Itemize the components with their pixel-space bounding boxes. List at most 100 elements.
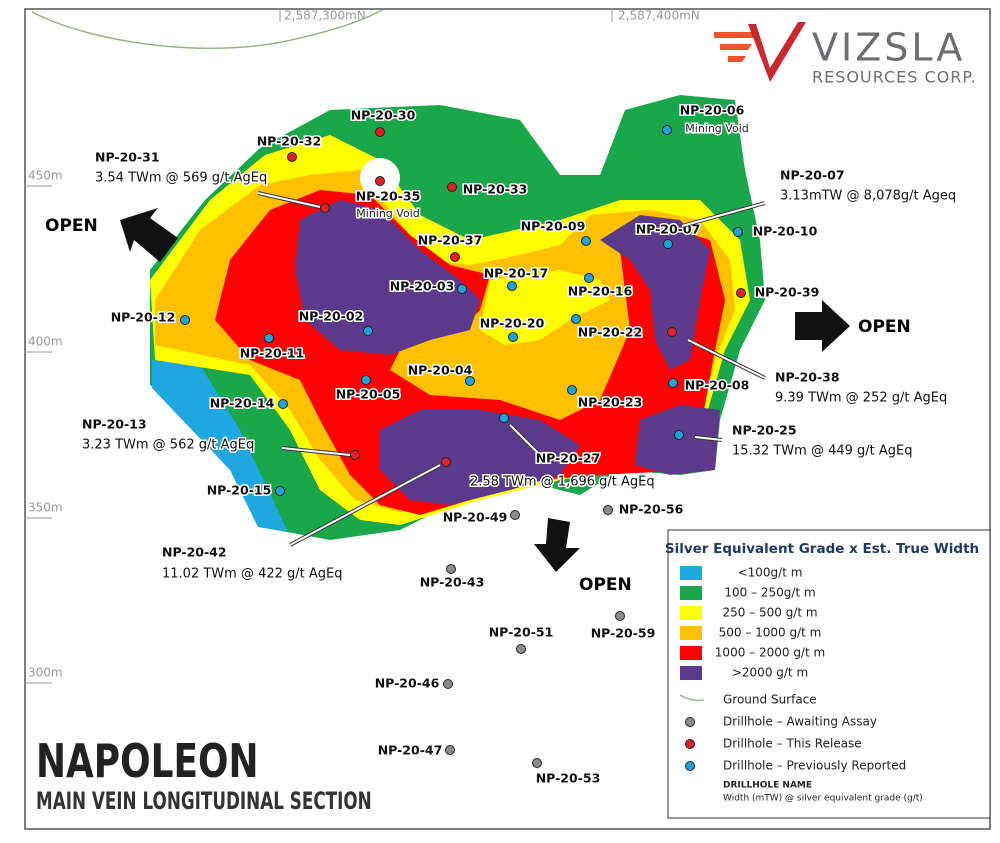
callout-hole: NP-20-25 xyxy=(732,423,797,438)
drillhole-label: NP-20-09 xyxy=(521,219,586,234)
legend-label: 500 – 1000 g/t m xyxy=(719,626,822,640)
legend-label: Drillhole – Previously Reported xyxy=(723,759,906,773)
legend-swatch xyxy=(680,606,702,620)
logo-name: VIZSLA xyxy=(812,26,965,70)
drillhole-dot xyxy=(447,182,457,192)
legend-key-name: DRILLHOLE NAME xyxy=(723,781,812,791)
drillhole-label: NP-20-59 xyxy=(591,626,656,641)
drillhole-dot xyxy=(733,227,743,237)
callout-hole: NP-20-38 xyxy=(775,370,840,385)
drillhole-dot xyxy=(685,761,695,771)
drillhole-dot xyxy=(457,284,467,294)
drillhole-dot xyxy=(446,564,456,574)
drillhole-dot xyxy=(264,333,274,343)
callout-text: 3.13mTW @ 8,078g/t Ageq xyxy=(780,189,956,204)
callout-text: 2.58 TWm @ 1,696 g/t AgEq xyxy=(470,475,655,490)
drillhole-dot xyxy=(603,505,613,515)
legend-label: 1000 – 2000 g/t m xyxy=(715,646,825,660)
drillhole-label: NP-20-15 xyxy=(207,483,272,498)
drillhole-dot xyxy=(668,378,678,388)
grade-zones xyxy=(150,95,765,540)
elevation-label: 350m xyxy=(28,501,63,515)
drillhole-dot xyxy=(278,399,288,409)
drillhole-dot xyxy=(685,739,695,749)
legend-swatch xyxy=(680,626,702,640)
elevation-label: 450m xyxy=(28,169,63,183)
callout-text: 15.32 TWm @ 449 g/t AgEq xyxy=(732,444,913,459)
drillhole-dot xyxy=(615,611,625,621)
drillhole-label: NP-20-10 xyxy=(753,224,818,239)
logo-tagline: RESOURCES CORP. xyxy=(812,68,977,87)
callout-hole: NP-20-07 xyxy=(780,168,845,183)
drillhole-label: NP-20-22 xyxy=(578,325,643,340)
drillhole-note: Mining Void xyxy=(685,122,748,135)
logo-mark xyxy=(714,22,806,82)
legend-label: <100g/t m xyxy=(738,566,803,580)
drillhole-dot xyxy=(499,413,509,423)
drillhole-label: NP-20-20 xyxy=(480,316,545,331)
callout-text: 9.39 TWm @ 252 g/t AgEq xyxy=(775,391,947,406)
callout-hole: NP-20-31 xyxy=(95,150,160,165)
open-label: OPEN xyxy=(45,216,98,236)
drillhole-dot xyxy=(510,510,520,520)
drillhole-label: NP-20-04 xyxy=(408,363,473,378)
drillhole-dot xyxy=(375,176,385,186)
drillhole-dot xyxy=(443,679,453,689)
drillhole-dot xyxy=(445,745,455,755)
legend-label: Drillhole – This Release xyxy=(723,737,862,751)
legend-label: Ground Surface xyxy=(723,693,817,707)
easting-label: 2,587,300mN xyxy=(284,9,366,23)
drillhole-label: NP-20-03 xyxy=(390,279,455,294)
drillhole-dot xyxy=(667,327,677,337)
drillhole-dot xyxy=(571,314,581,324)
drillhole-label: NP-20-51 xyxy=(489,625,554,640)
drillhole-dot xyxy=(450,252,460,262)
leader-line xyxy=(289,464,441,546)
ground-surface xyxy=(31,9,383,50)
callout-text: 11.02 TWm @ 422 g/t AgEq xyxy=(162,567,343,582)
legend-ground-line xyxy=(679,694,705,702)
drillhole-dot xyxy=(507,281,517,291)
drillhole-label: NP-20-43 xyxy=(420,575,485,590)
drillhole-dot xyxy=(275,486,285,496)
drillhole-label: NP-20-35 xyxy=(356,189,421,204)
legend-title: Silver Equivalent Grade x Est. True Widt… xyxy=(665,541,979,557)
drillhole-label: NP-20-49 xyxy=(443,510,508,525)
drillhole-dot xyxy=(508,332,518,342)
drillhole-label: NP-20-12 xyxy=(111,310,176,325)
drillhole-dot xyxy=(584,273,594,283)
drillhole-dot xyxy=(736,288,746,298)
drillhole-dot xyxy=(662,125,672,135)
drillhole-dot xyxy=(465,376,475,386)
drillhole-note: Mining Void xyxy=(356,207,419,220)
open-label: OPEN xyxy=(579,575,632,595)
drillhole-dot xyxy=(532,758,542,768)
drillhole-label: NP-20-47 xyxy=(378,743,443,758)
callout-hole: NP-20-27 xyxy=(536,451,601,466)
drillhole-label: NP-20-37 xyxy=(418,233,483,248)
legend-key-width: Width (mTW) @ silver equivalent grade (g… xyxy=(723,794,923,804)
legend-swatch xyxy=(680,666,702,680)
drillhole-label: NP-20-30 xyxy=(351,108,416,123)
easting-label: 2,587,400mN xyxy=(618,9,700,23)
open-arrows xyxy=(120,208,850,572)
drillhole-label: NP-20-06 xyxy=(680,103,745,118)
callout-hole: NP-20-42 xyxy=(162,545,227,560)
drillhole-label: NP-20-33 xyxy=(463,182,528,197)
title: NAPOLEON xyxy=(36,735,259,789)
drillhole-label: NP-20-02 xyxy=(299,309,364,324)
callout-hole: NP-20-13 xyxy=(82,417,147,432)
elevation-label: 300m xyxy=(28,666,63,680)
drillhole-dot xyxy=(363,326,373,336)
drillhole-dot xyxy=(674,430,684,440)
drillhole-dot xyxy=(361,375,371,385)
leader-line xyxy=(281,447,351,456)
drillhole-label: NP-20-56 xyxy=(619,502,684,517)
drillhole-label: NP-20-16 xyxy=(568,284,633,299)
drillhole-label: NP-20-46 xyxy=(375,676,440,691)
subtitle: MAIN VEIN LONGITUDINAL SECTION xyxy=(36,787,372,815)
leader-line xyxy=(509,424,541,456)
drillhole-dot xyxy=(441,457,451,467)
legend-box xyxy=(667,529,991,819)
